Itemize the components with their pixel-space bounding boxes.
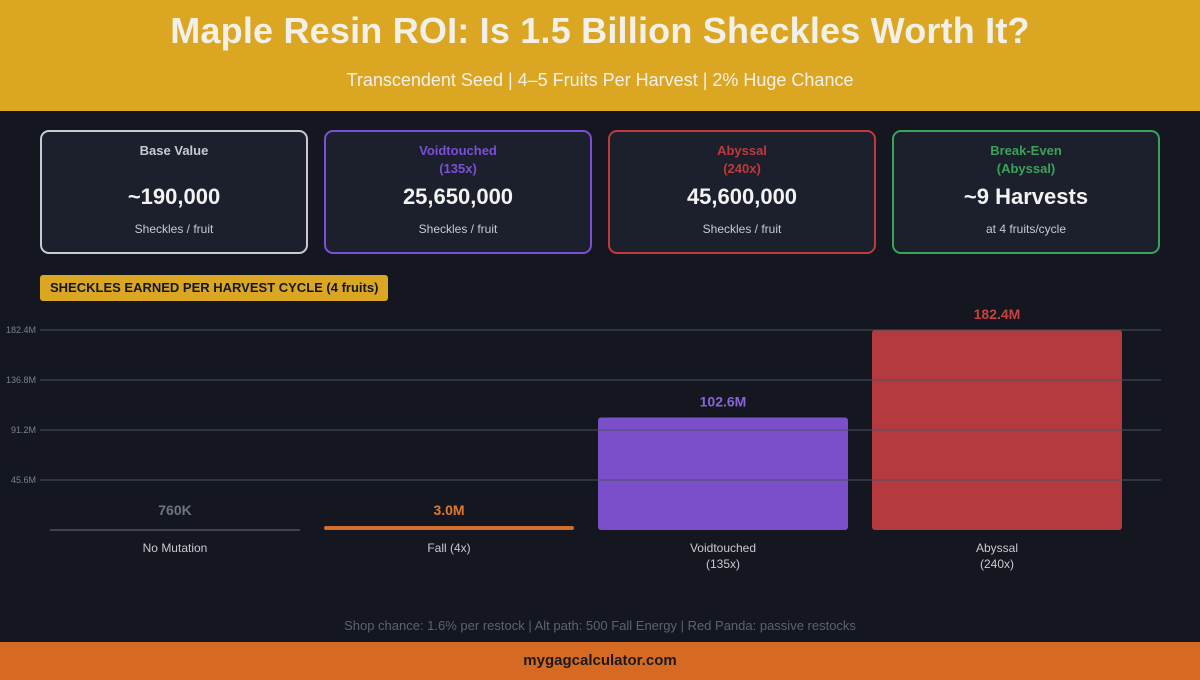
- x-tick-label: Abyssal: [976, 541, 1018, 555]
- card-label-line1: Voidtouched: [419, 143, 497, 158]
- card-break-even: Break-Even (Abyssal) ~9 Harvests at 4 fr…: [892, 130, 1160, 254]
- site-link[interactable]: mygagcalculator.com: [523, 652, 677, 669]
- card-value: 45,600,000: [686, 184, 798, 209]
- y-tick-label: 182.4M: [6, 325, 36, 335]
- x-tick-label: (240x): [980, 557, 1014, 571]
- card-unit: at 4 fruits/cycle: [985, 222, 1067, 236]
- bar-value-label: 3.0M: [433, 502, 464, 518]
- header-banner: Maple Resin ROI: Is 1.5 Billion Sheckles…: [0, 0, 1200, 111]
- bar: [598, 417, 848, 530]
- card-label-line2: (240x): [723, 161, 761, 176]
- card-value: 25,650,000: [402, 184, 514, 209]
- footnote: Shop chance: 1.6% per restock | Alt path…: [344, 618, 856, 633]
- y-tick-label: 136.8M: [6, 375, 36, 385]
- x-tick-label: No Mutation: [143, 541, 208, 555]
- bar-value-label: 760K: [158, 502, 191, 518]
- x-tick-label: Voidtouched: [690, 541, 756, 555]
- card-label: Break-Even (Abyssal): [894, 142, 1158, 178]
- card-label-line2: (135x): [439, 161, 477, 176]
- card-value: ~9 Harvests: [963, 184, 1089, 209]
- page-subtitle: Transcendent Seed | 4–5 Fruits Per Harve…: [346, 70, 854, 90]
- x-tick-label: Fall (4x): [427, 541, 470, 555]
- card-label-line1: Break-Even: [990, 143, 1062, 158]
- bar: [324, 526, 574, 530]
- card-unit: Sheckles / fruit: [418, 222, 498, 236]
- bar-value-label: 102.6M: [700, 394, 747, 410]
- card-label: Abyssal (240x): [610, 142, 874, 178]
- footer-banner: mygagcalculator.com: [0, 642, 1200, 680]
- card-voidtouched: Voidtouched (135x) 25,650,000 Sheckles /…: [324, 130, 592, 254]
- page-title: Maple Resin ROI: Is 1.5 Billion Sheckles…: [170, 10, 1030, 51]
- y-tick-label: 91.2M: [11, 425, 36, 435]
- card-label: Voidtouched (135x): [326, 142, 590, 178]
- card-unit: Sheckles / fruit: [134, 222, 214, 236]
- card-abyssal: Abyssal (240x) 45,600,000 Sheckles / fru…: [608, 130, 876, 254]
- card-unit: Sheckles / fruit: [702, 222, 782, 236]
- harvest-bar-chart: 760K No Mutation 3.0M Fall (4x) 102.6M Voidto…: [6, 306, 1161, 571]
- card-label: Base Value: [42, 142, 306, 160]
- card-value: ~190,000: [127, 184, 221, 209]
- x-tick-label: (135x): [706, 557, 740, 571]
- y-tick-label: 45.6M: [11, 475, 36, 485]
- card-label-line1: Abyssal: [717, 143, 767, 158]
- chart-section-label: SHECKLES EARNED PER HARVEST CYCLE (4 fru…: [40, 275, 389, 301]
- card-label-line1: Base Value: [139, 143, 209, 158]
- card-base-value: Base Value ~190,000 Sheckles / fruit: [40, 130, 308, 254]
- bar-value-label: 182.4M: [974, 306, 1021, 322]
- card-label-line2: (Abyssal): [996, 161, 1056, 176]
